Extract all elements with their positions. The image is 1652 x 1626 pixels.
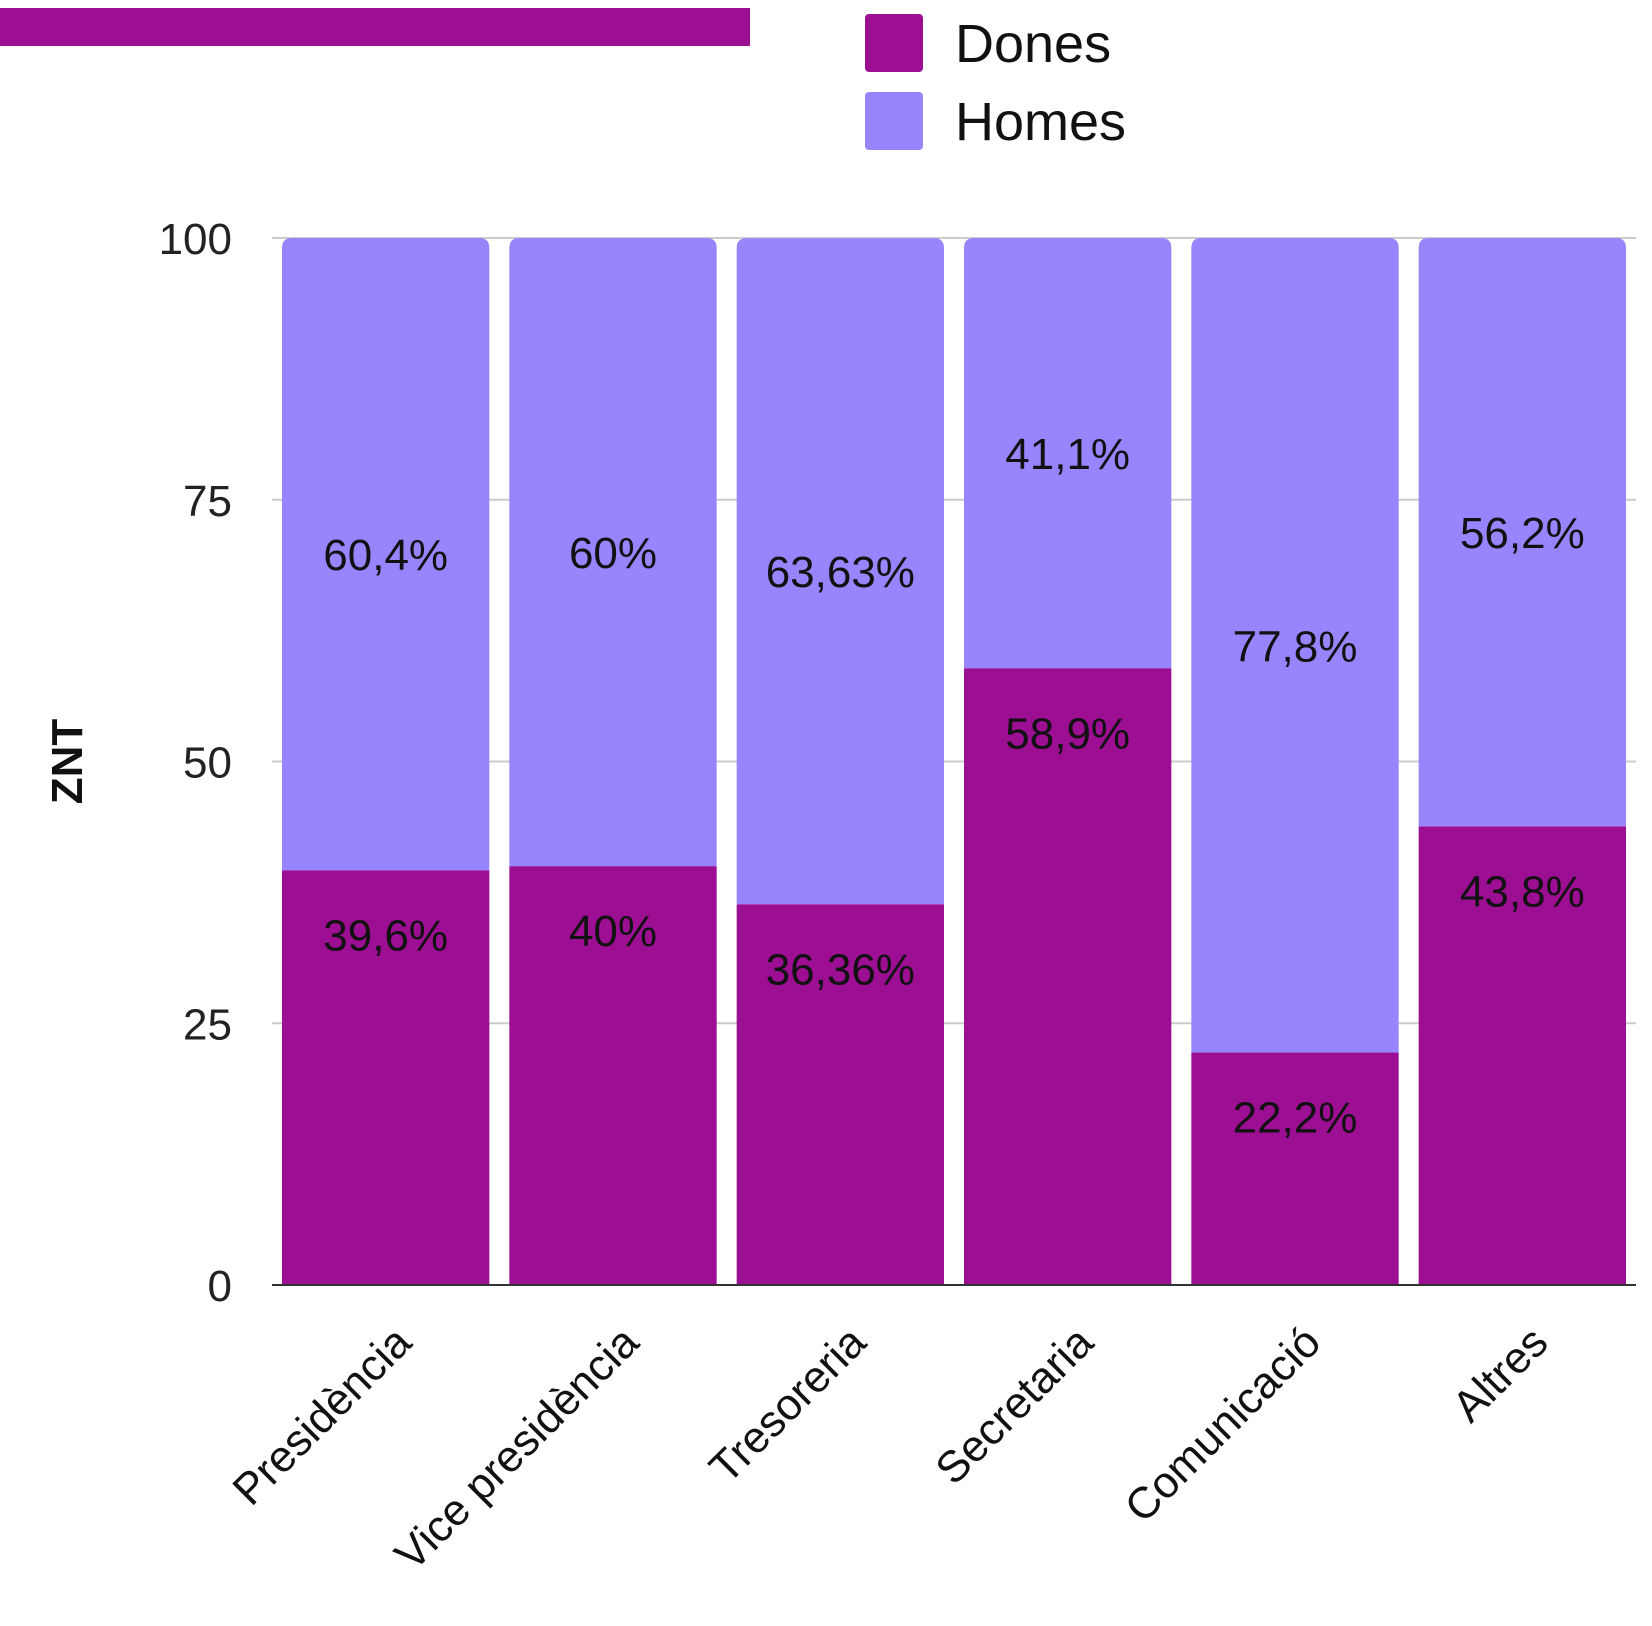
data-label-homes: 63,63% [766, 548, 915, 597]
data-label-dones: 39,6% [323, 911, 448, 960]
bar-dones [509, 866, 717, 1285]
x-category-label: Tresoreria [700, 1317, 876, 1493]
y-tick-label: 50 [183, 739, 232, 788]
accent-bar [0, 8, 750, 46]
x-category-label: Altres [1443, 1317, 1557, 1431]
data-label-dones: 43,8% [1460, 867, 1585, 916]
bar-homes [509, 238, 717, 867]
legend-swatch-homes [865, 92, 923, 150]
x-category-label: Vice presidència [386, 1317, 649, 1580]
bar-dones [964, 668, 1172, 1285]
legend-label-homes: Homes [955, 92, 1126, 152]
x-category-label: Presidència [224, 1317, 422, 1515]
y-tick-label: 75 [183, 477, 232, 526]
bar-homes [282, 238, 490, 871]
x-category-label: Secretaria [926, 1317, 1103, 1494]
bar-dones [1191, 1052, 1399, 1285]
y-tick-label: 0 [208, 1262, 232, 1311]
data-label-dones: 40% [569, 907, 657, 956]
bar-dones [1418, 826, 1626, 1285]
data-label-homes: 56,2% [1460, 509, 1585, 558]
bar-dones [282, 870, 490, 1285]
legend-swatch-dones [865, 14, 923, 72]
legend-label-dones: Dones [955, 14, 1111, 74]
bar-homes [736, 238, 944, 905]
data-label-homes: 60,4% [323, 531, 448, 580]
data-label-dones: 36,36% [766, 945, 915, 994]
data-label-homes: 41,1% [1005, 430, 1130, 479]
y-tick-label: 25 [183, 1000, 232, 1049]
bar-homes [1191, 238, 1399, 1053]
data-label-homes: 77,8% [1233, 622, 1358, 671]
data-label-dones: 58,9% [1005, 709, 1130, 758]
data-label-dones: 22,2% [1233, 1094, 1358, 1143]
x-category-label: Comunicació [1116, 1317, 1330, 1531]
y-axis-title: ZNT [43, 719, 92, 805]
bar-homes [964, 238, 1172, 669]
bar-dones [736, 904, 944, 1285]
data-label-homes: 60% [569, 529, 657, 578]
bar-homes [1418, 238, 1626, 827]
y-tick-label: 100 [159, 215, 232, 264]
